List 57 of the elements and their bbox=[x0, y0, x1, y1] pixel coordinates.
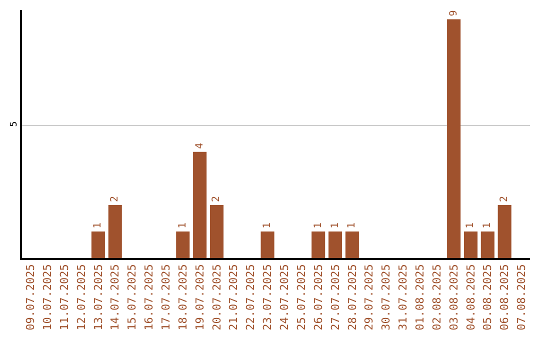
x-tick-label: 27.07.2025 bbox=[328, 264, 342, 330]
x-tick-label: 04.08.2025 bbox=[464, 264, 478, 330]
data-label: 9 bbox=[448, 10, 460, 16]
x-tick-label: 16.07.2025 bbox=[142, 264, 156, 330]
x-tick-label: 29.07.2025 bbox=[362, 264, 376, 330]
x-tick-label: 26.07.2025 bbox=[312, 264, 325, 330]
data-label: 1 bbox=[465, 222, 476, 228]
x-tick-label: 05.08.2025 bbox=[481, 264, 494, 330]
data-label: 2 bbox=[211, 196, 222, 202]
x-tick-label: 03.08.2025 bbox=[447, 264, 460, 330]
x-tick-label: 18.07.2025 bbox=[176, 264, 190, 330]
bar bbox=[210, 204, 224, 258]
x-tick-label: 22.07.2025 bbox=[244, 264, 258, 330]
data-label: 1 bbox=[330, 222, 341, 228]
x-tick-label: 24.07.2025 bbox=[278, 264, 292, 330]
bar bbox=[108, 204, 122, 258]
x-tick-label: 14.07.2025 bbox=[108, 264, 122, 330]
data-label: 2 bbox=[110, 196, 121, 202]
x-tick-label: 23.07.2025 bbox=[261, 264, 274, 330]
bar bbox=[498, 204, 512, 258]
bar bbox=[176, 231, 190, 258]
bar bbox=[345, 231, 359, 258]
bar bbox=[260, 231, 274, 258]
x-tick-label: 13.07.2025 bbox=[92, 264, 105, 330]
y-tick-label: 5 bbox=[10, 121, 20, 127]
data-label: 1 bbox=[482, 222, 494, 228]
bar bbox=[312, 231, 326, 258]
x-tick-label: 17.07.2025 bbox=[160, 264, 173, 330]
bar bbox=[328, 231, 342, 258]
x-tick-label: 15.07.2025 bbox=[126, 264, 139, 330]
x-tick-label: 19.07.2025 bbox=[193, 264, 206, 330]
x-tick-label: 12.07.2025 bbox=[74, 264, 88, 330]
x-tick-label: 25.07.2025 bbox=[294, 264, 308, 330]
data-label: 2 bbox=[499, 196, 510, 202]
x-tick-label: 01.08.2025 bbox=[414, 264, 427, 330]
x-tick-label: 07.08.2025 bbox=[515, 264, 528, 330]
data-label: 1 bbox=[92, 222, 104, 228]
bar bbox=[480, 231, 494, 258]
data-label: 1 bbox=[312, 222, 324, 228]
x-tick-label: 09.07.2025 bbox=[24, 264, 38, 330]
x-tick-label: 06.08.2025 bbox=[498, 264, 512, 330]
x-tick-label: 30.07.2025 bbox=[380, 264, 393, 330]
x-tick-label: 10.07.2025 bbox=[40, 264, 54, 330]
x-tick-label: 11.07.2025 bbox=[58, 264, 71, 330]
data-label: 4 bbox=[194, 142, 206, 149]
x-tick-label: 28.07.2025 bbox=[346, 264, 359, 330]
bar bbox=[464, 231, 478, 258]
bar bbox=[193, 152, 207, 258]
x-tick-label: 20.07.2025 bbox=[210, 264, 224, 330]
bar bbox=[91, 231, 105, 258]
data-label: 1 bbox=[346, 222, 358, 228]
data-label: 1 bbox=[177, 222, 188, 228]
x-tick-label: 02.08.2025 bbox=[430, 264, 444, 330]
x-tick-label: 21.07.2025 bbox=[227, 264, 240, 330]
x-tick-label: 31.07.2025 bbox=[396, 264, 410, 330]
bar bbox=[447, 19, 461, 258]
data-label: 1 bbox=[262, 222, 274, 228]
